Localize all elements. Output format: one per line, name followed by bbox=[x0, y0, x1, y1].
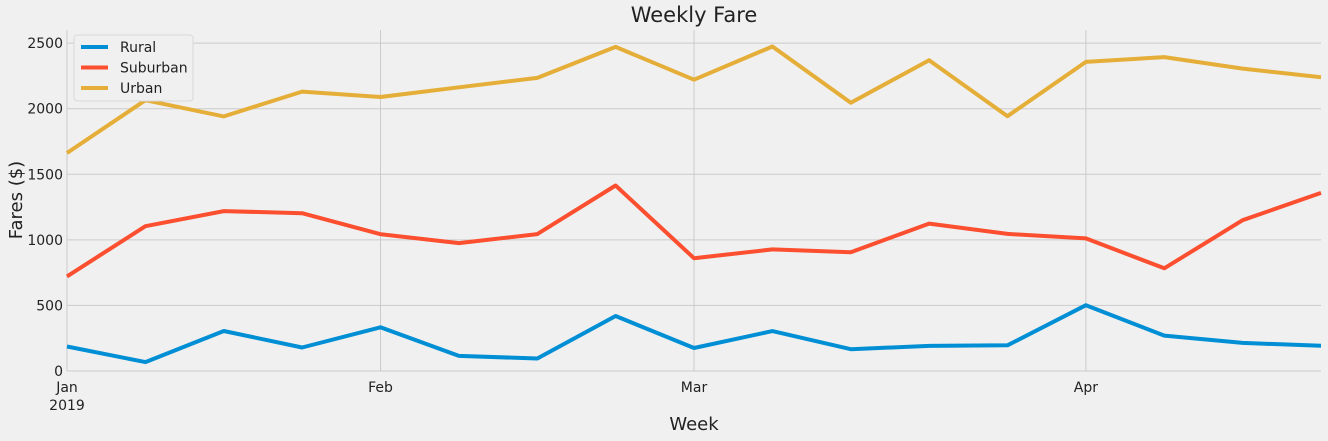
y-tick-label: 2000 bbox=[27, 102, 63, 118]
legend-label-urban: Urban bbox=[120, 81, 162, 97]
series-line-urban bbox=[65, 44, 1322, 155]
y-axis-ticks: 0 500 1000 1500 2000 2500 bbox=[27, 36, 63, 380]
y-tick-label: 2500 bbox=[27, 36, 63, 52]
x-tick-label: Feb bbox=[368, 380, 393, 396]
series-lines bbox=[65, 44, 1322, 365]
series-line-rural bbox=[66, 303, 1322, 365]
y-axis-label: Fares ($) bbox=[6, 161, 27, 239]
legend-label-suburban: Suburban bbox=[120, 61, 188, 77]
x-tick-label: Mar bbox=[681, 380, 708, 396]
x-axis-label: Week bbox=[669, 414, 719, 435]
x-tick-sublabel: 2019 bbox=[49, 398, 85, 414]
x-tick-label: Apr bbox=[1074, 380, 1098, 396]
series-line-suburban bbox=[65, 183, 1322, 279]
legend-box bbox=[73, 34, 194, 102]
chart-title: Weekly Fare bbox=[631, 3, 758, 27]
y-tick-label: 1500 bbox=[27, 167, 63, 183]
legend: Rural Suburban Urban bbox=[73, 34, 194, 102]
x-axis-ticks: Jan 2019 Feb Mar Apr bbox=[49, 380, 1098, 414]
grid-lines bbox=[66, 30, 1321, 372]
y-tick-label: 1000 bbox=[27, 233, 63, 249]
y-tick-label: 500 bbox=[36, 298, 63, 314]
x-tick-label: Jan bbox=[55, 380, 78, 396]
legend-label-rural: Rural bbox=[120, 40, 156, 56]
y-tick-label: 0 bbox=[54, 364, 63, 380]
